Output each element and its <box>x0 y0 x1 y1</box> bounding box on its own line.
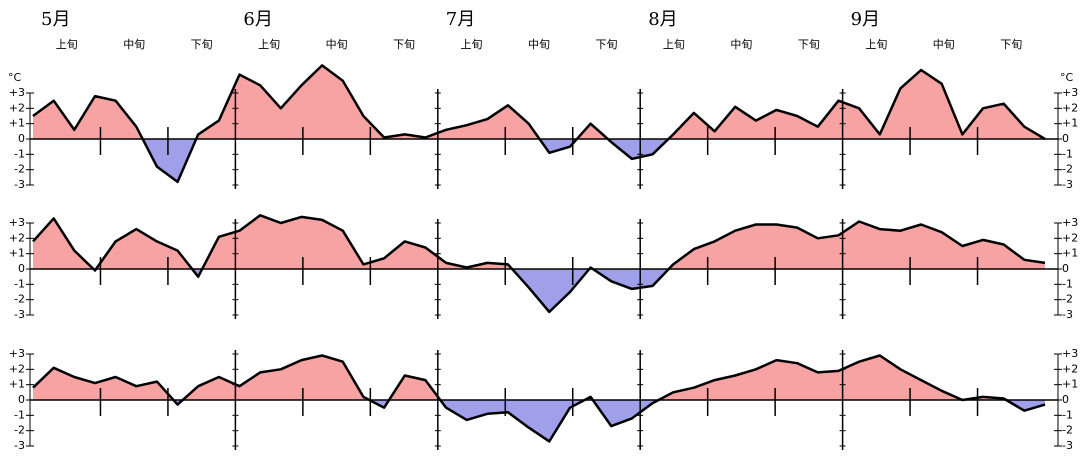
month-label: 8月 <box>648 9 677 30</box>
y-tick-label: -1 <box>1062 147 1073 160</box>
dekad-label: 上旬 <box>461 38 483 51</box>
unit-label: °C <box>1060 71 1074 84</box>
dekad-label: 上旬 <box>258 38 280 51</box>
y-tick-label: +3 <box>1062 347 1078 360</box>
month-label: 5月 <box>41 9 70 30</box>
dekad-label: 中旬 <box>730 38 752 51</box>
y-tick-label: +2 <box>1062 101 1078 114</box>
dekad-label: 上旬 <box>663 38 685 51</box>
y-tick-label: 0 <box>1062 262 1069 275</box>
positive-area <box>33 215 1045 269</box>
y-tick-label: +3 <box>1062 216 1078 229</box>
dekad-label: 中旬 <box>123 38 145 51</box>
y-tick-label: +1 <box>9 378 25 391</box>
dekad-label: 上旬 <box>865 38 887 51</box>
dekad-label: 下旬 <box>595 38 617 51</box>
y-tick-label: +2 <box>9 362 25 375</box>
y-tick-label: -3 <box>14 308 25 321</box>
positive-area <box>33 355 1045 400</box>
y-tick-label: +3 <box>9 216 25 229</box>
dekad-label: 下旬 <box>1000 38 1022 51</box>
y-tick-label: -1 <box>14 277 25 290</box>
positive-area <box>33 65 1045 139</box>
y-tick-label: +3 <box>9 86 25 99</box>
negative-area <box>33 400 1045 442</box>
y-tick-label: 0 <box>18 393 25 406</box>
y-tick-label: -3 <box>1062 308 1073 321</box>
line <box>32 64 1046 184</box>
y-tick-label: +3 <box>1062 86 1078 99</box>
y-tick-label: +1 <box>9 117 25 130</box>
y-tick-label: +1 <box>1062 117 1078 130</box>
month-label: 9月 <box>851 9 880 30</box>
month-label: 6月 <box>243 9 272 30</box>
y-tick-label: -2 <box>14 293 25 306</box>
y-tick-label: -3 <box>1062 178 1073 191</box>
y-tick-label: -2 <box>1062 424 1073 437</box>
y-tick-label: +1 <box>1062 378 1078 391</box>
negative-area <box>33 269 1045 312</box>
y-tick-label: +2 <box>1062 231 1078 244</box>
y-tick-label: -2 <box>1062 293 1073 306</box>
y-tick-label: +1 <box>9 247 25 260</box>
y-tick-label: -1 <box>14 147 25 160</box>
y-tick-label: +2 <box>9 231 25 244</box>
dekad-label: 中旬 <box>933 38 955 51</box>
dekad-label: 中旬 <box>528 38 550 51</box>
y-tick-label: +1 <box>1062 247 1078 260</box>
month-label: 7月 <box>446 9 475 30</box>
dekad-label: 下旬 <box>393 38 415 51</box>
dekad-label: 下旬 <box>798 38 820 51</box>
y-tick-label: 0 <box>1062 393 1069 406</box>
y-tick-label: -2 <box>1062 163 1073 176</box>
y-tick-label: 0 <box>18 132 25 145</box>
y-tick-label: +2 <box>9 101 25 114</box>
y-tick-label: -3 <box>14 439 25 452</box>
dekad-label: 下旬 <box>191 38 213 51</box>
y-tick-label: +3 <box>9 347 25 360</box>
y-tick-label: +2 <box>1062 362 1078 375</box>
y-tick-label: -2 <box>14 424 25 437</box>
line <box>32 354 1046 443</box>
dekad-label: 中旬 <box>326 38 348 51</box>
unit-label: °C <box>8 71 22 84</box>
y-tick-label: -3 <box>1062 439 1073 452</box>
y-tick-label: -2 <box>14 163 25 176</box>
y-tick-label: -1 <box>14 408 25 421</box>
y-tick-label: -1 <box>1062 408 1073 421</box>
y-tick-label: -1 <box>1062 277 1073 290</box>
y-tick-label: -3 <box>14 178 25 191</box>
dekad-label: 上旬 <box>56 38 78 51</box>
y-tick-label: 0 <box>1062 132 1069 145</box>
line <box>32 214 1046 314</box>
y-tick-label: 0 <box>18 262 25 275</box>
